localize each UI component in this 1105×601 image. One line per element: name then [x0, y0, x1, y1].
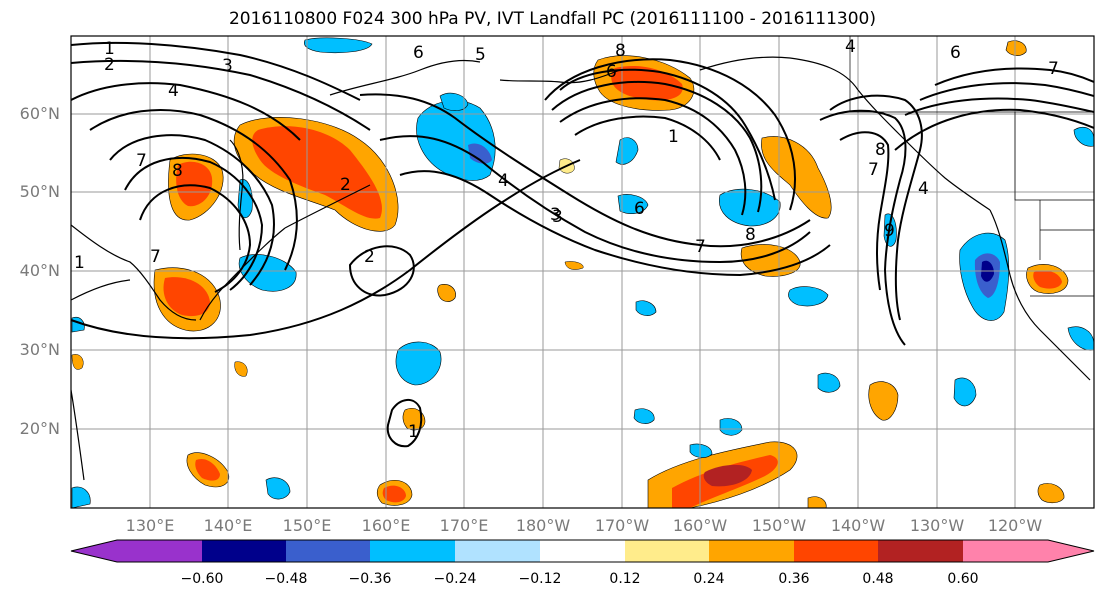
contour-label: 6	[606, 62, 617, 82]
contour-label: 1	[104, 39, 115, 59]
colorbar	[70, 539, 1095, 563]
lon-label: 130°W	[909, 516, 965, 535]
colorbar-segment	[963, 540, 1094, 562]
contour-label: 4	[918, 179, 929, 199]
contour-label: 7	[150, 247, 161, 267]
lat-label: 40°N	[19, 261, 60, 280]
contour-label: 3	[550, 205, 561, 225]
lat-label: 50°N	[19, 182, 60, 201]
lon-label: 170°W	[594, 516, 650, 535]
colorbar-tick-label: −0.12	[518, 571, 562, 587]
colorbar-tick-label: 0.12	[609, 571, 641, 587]
map-area: 1 2 3 4 5 6 7 8 1 2 3 4 7 8 6 4 6 7 8 7 …	[71, 36, 1094, 508]
contour-label: 7	[136, 151, 147, 171]
colorbar-segment	[878, 540, 964, 562]
colorbar-tick-label: −0.36	[348, 571, 392, 587]
colorbar-segment	[540, 540, 626, 562]
colorbar-tick-label: 0.48	[862, 571, 894, 587]
lat-label: 20°N	[19, 419, 60, 438]
lon-label: 130°E	[125, 516, 175, 535]
lon-label: 120°W	[987, 516, 1043, 535]
ivt-negative-anomalies	[71, 37, 1094, 508]
contour-label: 4	[498, 171, 509, 191]
contour-label: 1	[74, 253, 85, 273]
colorbar-tick-label: −0.48	[264, 571, 308, 587]
lon-label: 170°E	[439, 516, 489, 535]
map-frame	[70, 35, 1095, 509]
contour-label: 4	[168, 81, 179, 101]
contour-label: 8	[172, 161, 183, 181]
pv-contours	[71, 41, 1094, 448]
colorbar-tick-label: 0.60	[947, 571, 979, 587]
contour-label: 5	[475, 45, 486, 65]
contour-label: 2	[364, 247, 375, 267]
lon-label: 150°E	[282, 516, 332, 535]
contour-label: 3	[222, 56, 233, 76]
lat-label: 30°N	[19, 340, 60, 359]
contour-label: 6	[413, 43, 424, 63]
colorbar-segment	[202, 540, 287, 562]
lon-label: 160°E	[361, 516, 411, 535]
contour-label: 6	[634, 199, 645, 219]
contour-label: 1	[668, 127, 679, 147]
colorbar-tick-label: 0.36	[778, 571, 810, 587]
lon-label: 180°W	[515, 516, 571, 535]
ivt-positive-anomalies	[71, 40, 1069, 508]
contour-label: 9	[884, 221, 895, 241]
contour-label: 8	[745, 225, 756, 245]
contour-label: 4	[845, 37, 856, 57]
lat-label: 60°N	[19, 104, 60, 123]
colorbar-segment	[455, 540, 541, 562]
lon-label: 140°W	[830, 516, 886, 535]
colorbar-segment	[370, 540, 456, 562]
colorbar-tick-label: −0.24	[433, 571, 477, 587]
figure-title: 2016110800 F024 300 hPa PV, IVT Landfall…	[228, 9, 876, 29]
contour-label: 7	[1048, 59, 1059, 79]
lon-label: 150°W	[751, 516, 807, 535]
pv-contour-labels: 1 2 3 4 5 6 7 8 1 2 3 4 7 8 6 4 6 7 8 7 …	[74, 37, 1059, 442]
colorbar-segment	[71, 540, 203, 562]
contour-label: 8	[875, 140, 886, 160]
lon-label: 140°E	[203, 516, 253, 535]
lon-label: 160°W	[672, 516, 728, 535]
colorbar-segment	[709, 540, 795, 562]
colorbar-tick-label: 0.24	[693, 571, 725, 587]
contour-label: 6	[950, 43, 961, 63]
contour-label: 2	[104, 55, 115, 75]
contour-label: 2	[340, 175, 351, 195]
colorbar-tick-label: −0.60	[180, 571, 224, 587]
contour-label: 7	[695, 237, 706, 257]
colorbar-segment	[625, 540, 710, 562]
contour-label: 3	[552, 207, 563, 227]
contour-label: 7	[868, 160, 879, 180]
contour-label: 8	[615, 41, 626, 61]
colorbar-segment	[286, 540, 371, 562]
contour-label: 1	[408, 422, 419, 442]
colorbar-segment	[794, 540, 879, 562]
